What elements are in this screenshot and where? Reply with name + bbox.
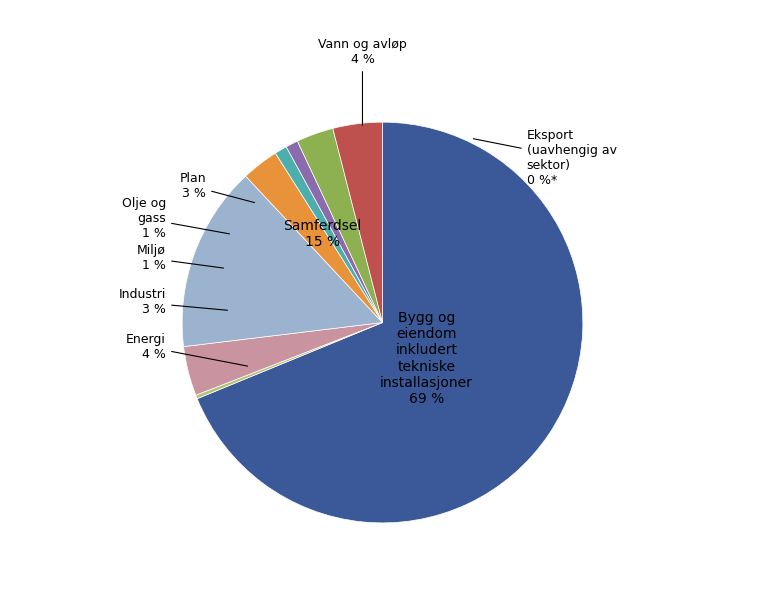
Text: Olje og
gass
1 %: Olje og gass 1 %	[122, 197, 230, 240]
Wedge shape	[196, 322, 382, 399]
Text: Bygg og
eiendom
inkludert
tekniske
installasjoner
69 %: Bygg og eiendom inkludert tekniske insta…	[380, 311, 473, 406]
Wedge shape	[182, 176, 382, 347]
Wedge shape	[246, 153, 382, 322]
Wedge shape	[286, 141, 382, 322]
Text: Plan
3 %: Plan 3 %	[180, 173, 255, 202]
Wedge shape	[184, 322, 382, 395]
Wedge shape	[197, 122, 583, 523]
Wedge shape	[275, 147, 382, 322]
Text: Samferdsel
15 %: Samferdsel 15 %	[283, 219, 362, 249]
Wedge shape	[333, 122, 382, 322]
Text: Energi
4 %: Energi 4 %	[126, 332, 248, 366]
Text: Vann og avløp
4 %: Vann og avløp 4 %	[318, 38, 407, 125]
Text: Eksport
(uavhengig av
sektor)
0 %*: Eksport (uavhengig av sektor) 0 %*	[474, 129, 617, 187]
Text: Miljø
1 %: Miljø 1 %	[137, 244, 223, 273]
Text: Industri
3 %: Industri 3 %	[119, 289, 227, 316]
Wedge shape	[298, 128, 382, 322]
